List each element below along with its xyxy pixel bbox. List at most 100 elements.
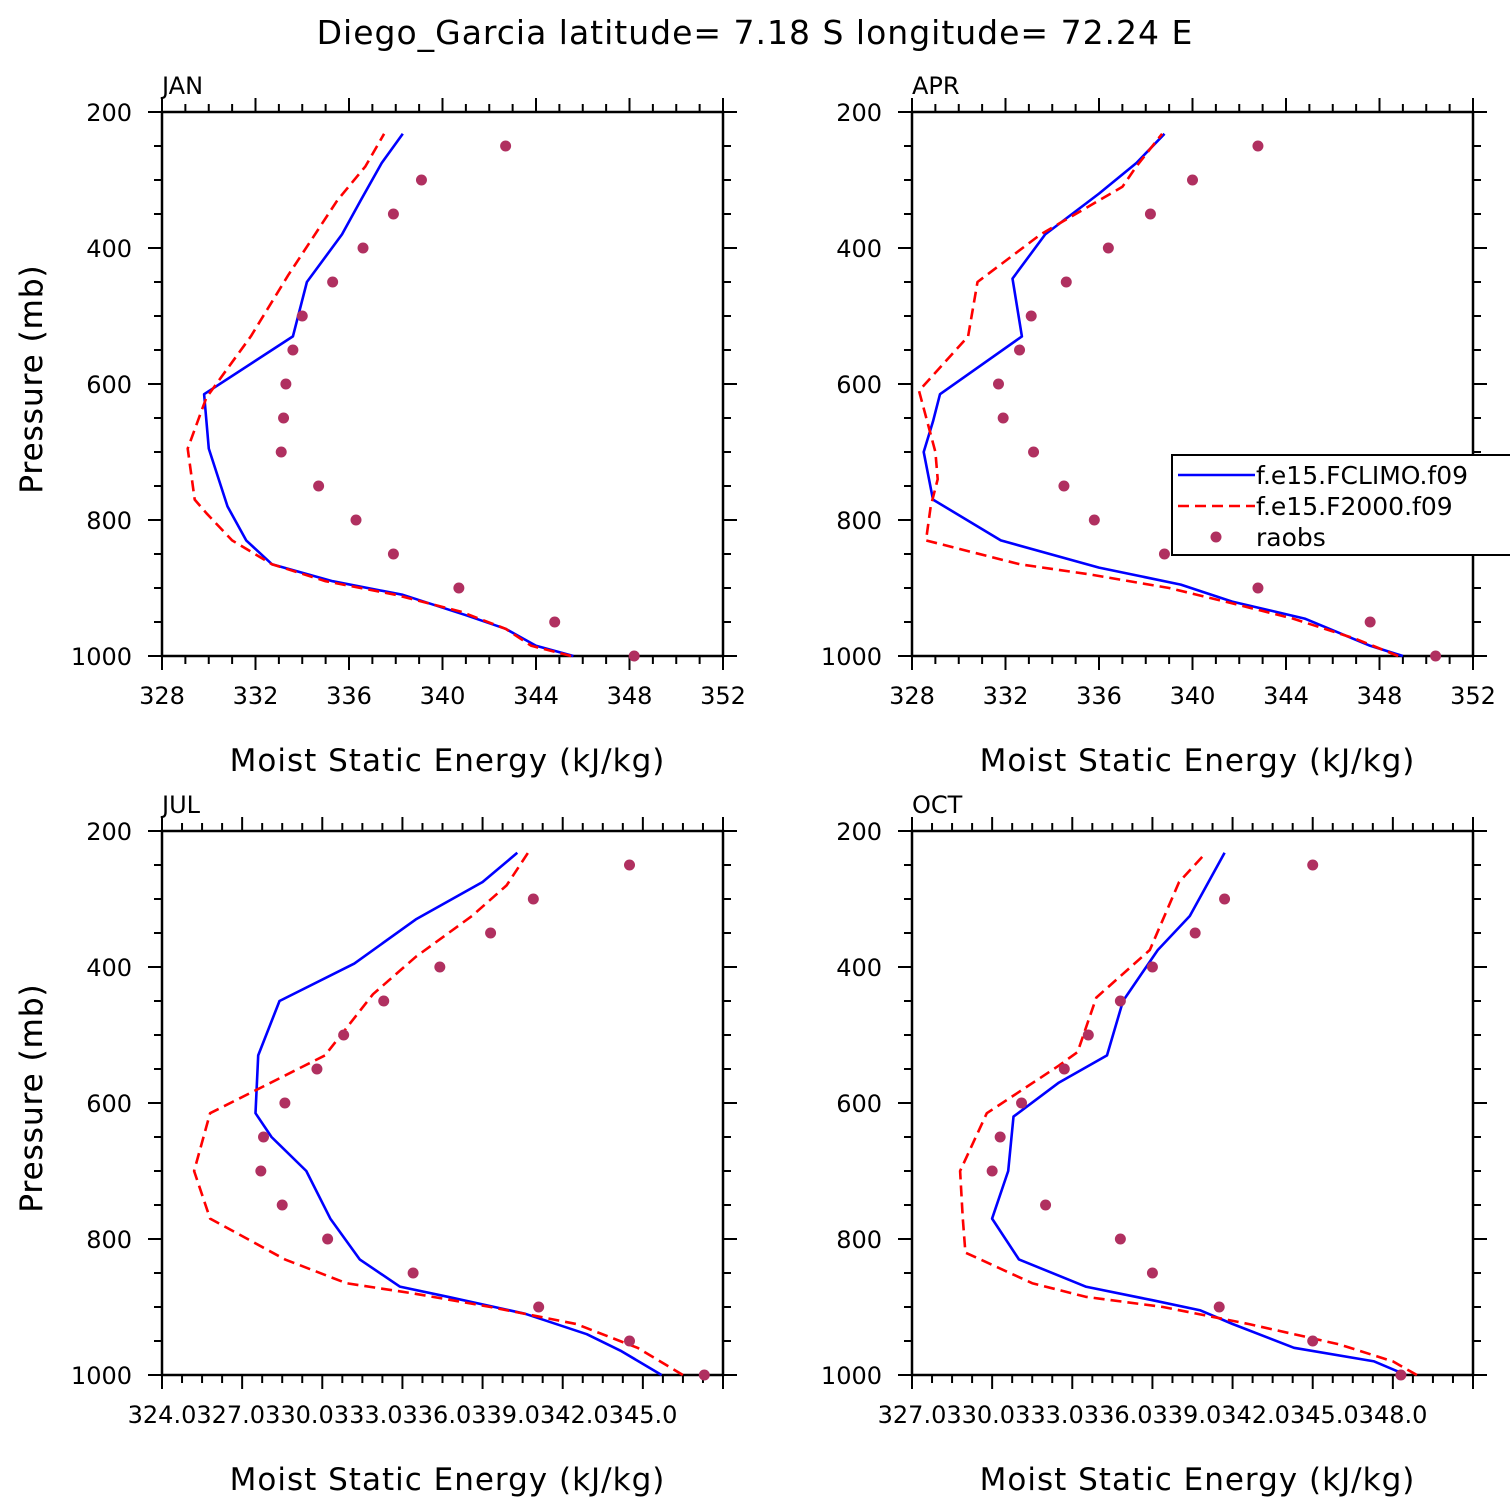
raobs-point (296, 310, 308, 322)
raobs-point (1187, 174, 1198, 186)
raobs-point (1146, 1267, 1158, 1279)
raobs-point (1158, 548, 1170, 560)
x-tick-label: 352 (700, 682, 746, 710)
y-tick-label: 600 (836, 371, 882, 399)
panel-apr: APR 328 332 336 340 344 348 352 200 400 600 800 1000… (14, 72, 1496, 779)
x-axis-label-jul: Moist Static Energy (kJ/kg) (230, 1462, 666, 1498)
y-tick-label: 1000 (71, 643, 132, 671)
x-tick-label: 328 (139, 682, 185, 710)
y-axis-label-oct: Pressure (mb) (14, 983, 50, 1212)
panel-title-jul: JUL (160, 791, 201, 819)
panel-title-apr: APR (912, 72, 960, 100)
raobs-point (624, 859, 635, 871)
x-tick-label: 342.0 (1221, 1401, 1290, 1429)
y-tick-label: 200 (836, 99, 882, 127)
raobs-point (279, 1097, 291, 1109)
y-tick-label: 600 (86, 1090, 132, 1118)
x-tick-label: 332 (233, 682, 279, 710)
raobs-point (1025, 310, 1037, 322)
x-tick-label: 336 (1076, 682, 1122, 710)
y-tick-label: 200 (836, 818, 882, 846)
x-tick-label: 328 (889, 682, 935, 710)
raobs-point (287, 344, 299, 356)
raobs-point (275, 446, 287, 458)
y-tick-label: 1000 (71, 1362, 132, 1390)
legend-box (1171, 454, 1510, 556)
y-tick-label: 800 (86, 1226, 132, 1254)
raobs-point (1219, 893, 1231, 905)
plot-frame-jan (160, 110, 725, 658)
raobs-point (1058, 480, 1070, 492)
x-tick-label: 336.0 (403, 1401, 472, 1429)
y-axis-label-jul: Pressure (mb) (14, 983, 50, 1212)
raobs-point (500, 140, 512, 152)
y-tick-label: 600 (836, 1090, 882, 1118)
raobs-point (1307, 859, 1319, 871)
x-tick-label: 336.0 (1084, 1401, 1153, 1429)
raobs-point (434, 961, 446, 973)
y-tick-label: 200 (86, 99, 132, 127)
raobs-point (1028, 446, 1040, 458)
raobs-point (1014, 344, 1026, 356)
y-axis-label-jan: Pressure (mb) (14, 264, 50, 493)
raobs-point (485, 927, 497, 939)
raobs-point (994, 1131, 1006, 1143)
raobs-point (533, 1301, 545, 1313)
raobs-point (387, 208, 399, 220)
x-tick-label: 336 (326, 682, 372, 710)
raobs-point (1082, 1029, 1094, 1041)
fclimo-line-jan (202, 133, 574, 658)
x-tick-label: 348.0 (1359, 1401, 1428, 1429)
raobs-point (378, 995, 390, 1007)
raobs-point (338, 1029, 350, 1041)
x-axis-label-apr: Moist Static Energy (kJ/kg) (980, 743, 1416, 779)
x-tick-label: 344 (513, 682, 559, 710)
panel-title-oct: OCT (912, 791, 963, 819)
raobs-point (357, 242, 369, 254)
f2000-line-jul (192, 852, 684, 1377)
raobs-point (1088, 514, 1100, 526)
raobs-point (407, 1267, 419, 1279)
x-tick-label: 332 (983, 682, 1029, 710)
x-tick-label: 340 (420, 682, 466, 710)
raobs-point (1146, 961, 1158, 973)
raobs-point (1016, 1097, 1028, 1109)
x-tick-label: 330.0 (946, 1401, 1015, 1429)
x-tick-label: 327.0 (196, 1401, 265, 1429)
plot-frame-jul (160, 829, 725, 1377)
fclimo-line-jul (254, 851, 663, 1377)
raobs-point (1252, 582, 1264, 594)
raobs-point (327, 276, 339, 288)
raobs-point (387, 548, 399, 560)
y-tick-label: 1000 (821, 643, 882, 671)
raobs-point (992, 378, 1004, 390)
raobs-point (1040, 1199, 1052, 1211)
raobs-point (1395, 1369, 1407, 1381)
raobs-point (997, 412, 1009, 424)
x-tick-label: 340 (1170, 682, 1216, 710)
raobs-point (322, 1233, 334, 1245)
x-tick-label: 339.0 (1153, 1401, 1222, 1429)
raobs-point (628, 650, 640, 662)
raobs-point (1364, 616, 1376, 628)
x-axis-label-jan: Moist Static Energy (kJ/kg) (230, 743, 666, 779)
x-tick-label: 344 (1263, 682, 1309, 710)
raobs-point (415, 174, 427, 186)
raobs-point (527, 893, 539, 905)
raobs-point (698, 1369, 710, 1381)
raobs-point (1144, 208, 1156, 220)
raobs-point (1058, 1063, 1070, 1075)
f2000-line-oct (958, 851, 1418, 1377)
x-tick-label: 345.0 (1290, 1401, 1359, 1429)
raobs-point (986, 1165, 998, 1177)
legend-label: f.e15.F2000.f09 (1256, 492, 1453, 521)
raobs-point (311, 1063, 323, 1075)
raobs-point (280, 378, 292, 390)
y-tick-label: 400 (86, 235, 132, 263)
x-tick-label: 352 (1450, 682, 1496, 710)
raobs-point (313, 480, 325, 492)
legend-marker-raobs (1210, 531, 1222, 543)
raobs-point (1252, 140, 1264, 152)
raobs-point (624, 1335, 635, 1347)
